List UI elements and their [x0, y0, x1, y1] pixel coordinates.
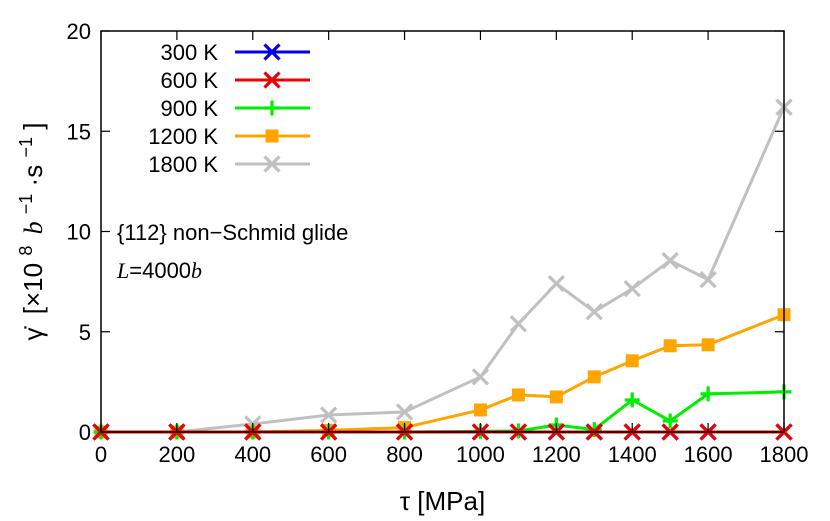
data-point [586, 422, 602, 438]
annotation-length: L=4000b [116, 258, 202, 283]
y-tick-label: 15 [67, 119, 91, 144]
y-tick-label: 20 [67, 19, 91, 44]
x-tick-label: 400 [234, 442, 271, 467]
data-point [471, 368, 490, 386]
data-point [473, 403, 487, 417]
annotation-length-var: L [116, 258, 129, 283]
legend-label: 1200 K [148, 124, 218, 149]
x-tick-label: 1000 [456, 442, 505, 467]
data-point [624, 392, 640, 408]
data-point [663, 339, 677, 353]
x-tick-label: 200 [159, 442, 196, 467]
data-point [547, 274, 565, 293]
y-tick-label: 10 [67, 220, 91, 245]
y-axis-unit-var: b [19, 221, 48, 234]
data-point [509, 315, 528, 333]
data-point [320, 406, 338, 424]
legend-label: 1800 K [148, 152, 218, 177]
legend-label: 900 K [161, 96, 219, 121]
legend-item: 1200 K [148, 124, 310, 149]
data-point [549, 390, 563, 404]
y-axis-prefix: [×10 [18, 263, 48, 314]
legend-label: 300 K [161, 40, 219, 65]
data-point [587, 370, 601, 384]
data-point [662, 413, 678, 429]
data-point [585, 303, 603, 321]
x-tick-label: 800 [386, 442, 423, 467]
data-point [625, 354, 639, 368]
x-tick-label: 600 [310, 442, 347, 467]
data-point [661, 251, 679, 270]
x-axis-label: τ [MPa] [400, 486, 485, 516]
annotation-glide: {112} non−Schmid glide [117, 220, 348, 245]
data-point [263, 43, 281, 61]
data-point [263, 71, 281, 89]
y-axis-unit-exp1: −1 [16, 194, 36, 215]
data-point [264, 100, 280, 116]
annotation-length-unit: b [191, 258, 202, 283]
x-tick-label: 0 [95, 442, 107, 467]
x-tick-label: 1600 [684, 442, 733, 467]
data-point [701, 338, 715, 352]
y-axis-exponent: 8 [16, 246, 36, 256]
y-axis-unit-mid: ·s [18, 165, 48, 187]
y-tick-label: 0 [79, 420, 91, 445]
y-tick-label: 5 [79, 320, 91, 345]
x-tick-label: 1200 [532, 442, 581, 467]
series-line [101, 390, 785, 434]
data-point [395, 403, 414, 421]
x-tick-label: 1400 [608, 442, 657, 467]
data-point [700, 386, 716, 402]
legend-item: 300 K [161, 40, 310, 65]
data-point [263, 155, 281, 173]
legend-label: 600 K [161, 68, 219, 93]
data-point [511, 388, 525, 402]
legend: 300 K 600 K 900 K 1200 K 1800 K [148, 40, 310, 177]
series-1200k [94, 308, 791, 439]
x-tick-label: 1800 [760, 442, 809, 467]
y-axis-suffix: ] [18, 123, 48, 130]
legend-item: 600 K [161, 68, 310, 93]
legend-item: 900 K [161, 96, 310, 121]
legend-item: 1800 K [148, 152, 310, 177]
data-point [623, 280, 641, 298]
y-axis-unit-exp2: −1 [16, 137, 36, 158]
data-point [699, 270, 717, 289]
data-point [265, 129, 279, 143]
y-axis-symbol: γ̇ [18, 325, 48, 340]
annotation-length-eq: =4000 [129, 258, 191, 283]
y-axis-label: γ̇ [×10 8 b −1 ·s −1 ] [8, 123, 48, 341]
axes: 0 200 400 600 800 1000 1200 1400 1600 1800 0 5 10 15 2… [67, 19, 809, 467]
